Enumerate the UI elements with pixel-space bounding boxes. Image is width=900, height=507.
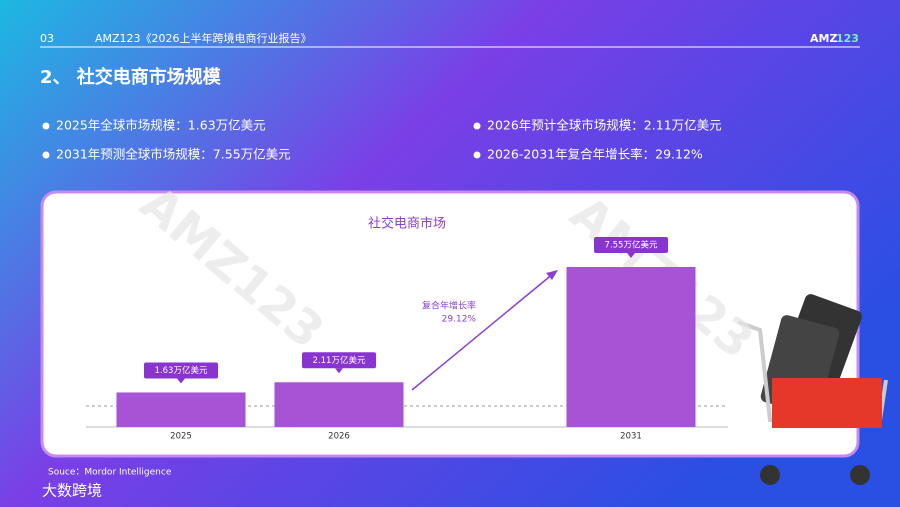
bar bbox=[116, 392, 246, 427]
value-label-pointer bbox=[335, 368, 343, 374]
section-title: 2、 社交电商市场规模 bbox=[40, 66, 222, 88]
bullet-text: 2026年预计全球市场规模：2.11万亿美元 bbox=[487, 118, 722, 133]
bar bbox=[566, 267, 696, 427]
x-tick-label: 2025 bbox=[170, 432, 192, 442]
x-tick-label: 2031 bbox=[620, 432, 642, 442]
footer-brand: 大数跨境 bbox=[42, 482, 102, 500]
value-label-pointer bbox=[177, 378, 185, 384]
logo-main: AMZ bbox=[810, 32, 837, 45]
growth-arrow bbox=[411, 272, 555, 391]
page-number: 03 bbox=[40, 32, 54, 45]
bar bbox=[274, 382, 404, 427]
annotation-label: 复合年增长率 bbox=[422, 300, 476, 312]
value-label-box bbox=[594, 237, 668, 253]
header-title: AMZ123《2026上半年跨境电商行业报告》 bbox=[95, 31, 312, 45]
logo-accent: 123 bbox=[836, 32, 859, 45]
source: Souce：Mordor Intelligence bbox=[48, 468, 172, 478]
bullet-text: 2031年预测全球市场规模：7.55万亿美元 bbox=[56, 147, 291, 162]
bullet-dot bbox=[42, 122, 50, 130]
cart bbox=[737, 294, 888, 485]
value-label-box bbox=[302, 352, 376, 369]
value-label-pointer bbox=[627, 253, 635, 258]
x-tick-label: 2026 bbox=[328, 432, 350, 442]
bullet-dot bbox=[473, 122, 481, 130]
bullet-text: 2026-2031年复合年增长率：29.12% bbox=[487, 147, 703, 162]
growth-arrowhead bbox=[546, 270, 558, 280]
value-label: 7.55万亿美元 bbox=[605, 240, 658, 251]
bullet-dot bbox=[473, 151, 481, 159]
bullet-text: 2025年全球市场规模：1.63万亿美元 bbox=[56, 118, 266, 133]
value-label: 1.63万亿美元 bbox=[155, 365, 208, 376]
chart-title: 社交电商市场 bbox=[368, 216, 446, 232]
bullet-dot bbox=[42, 151, 50, 159]
annotation-value: 29.12% bbox=[442, 315, 477, 325]
value-label-box bbox=[144, 362, 218, 379]
value-label: 2.11万亿美元 bbox=[313, 355, 366, 366]
